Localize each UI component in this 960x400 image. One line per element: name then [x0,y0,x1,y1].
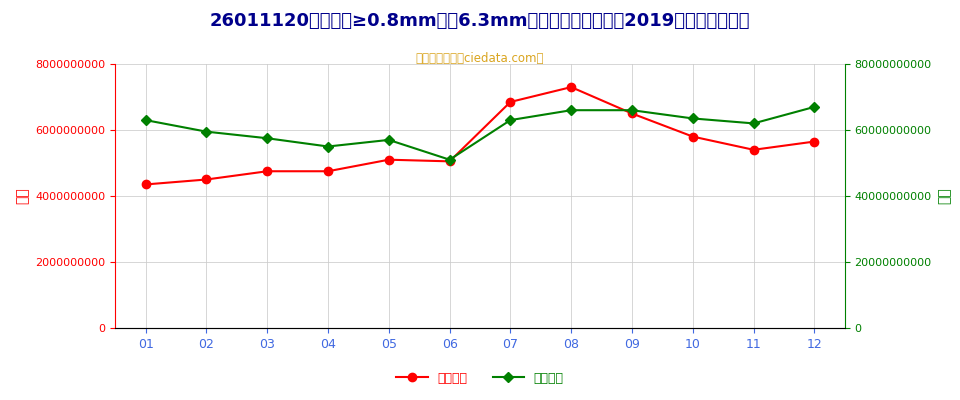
进口数量 [748,121,759,126]
Text: 26011120平均粒度≥0.8mm，＜6.3mm未烧结铁矿砂及精矿2019年进口月度走势: 26011120平均粒度≥0.8mm，＜6.3mm未烧结铁矿砂及精矿2019年进… [209,12,751,30]
进口数量 [261,136,273,141]
进口数量 [687,116,699,121]
进口美元 [808,139,820,144]
Legend: 进口美元, 进口数量: 进口美元, 进口数量 [392,367,568,390]
进口美元 [140,182,152,187]
进口美元 [444,159,455,164]
进口数量 [444,157,455,162]
进口数量 [383,138,395,142]
进口美元 [505,100,516,104]
Line: 进口美元: 进口美元 [141,83,819,189]
进口美元 [201,177,212,182]
进口美元 [383,157,395,162]
进口美元 [565,85,577,90]
进口数量 [140,118,152,122]
进口美元 [323,169,334,174]
进口美元 [261,169,273,174]
Y-axis label: 数量: 数量 [937,188,951,204]
进口数量 [626,108,637,113]
进口数量 [808,104,820,109]
进口美元 [626,111,637,116]
进口数量 [565,108,577,113]
Text: 进出口服务网（ciedata.com）: 进出口服务网（ciedata.com） [416,52,544,65]
Line: 进口数量: 进口数量 [142,104,818,163]
进口数量 [505,118,516,122]
进口数量 [323,144,334,149]
进口数量 [201,129,212,134]
Y-axis label: 金额: 金额 [15,188,30,204]
进口美元 [687,134,699,139]
进口美元 [748,147,759,152]
